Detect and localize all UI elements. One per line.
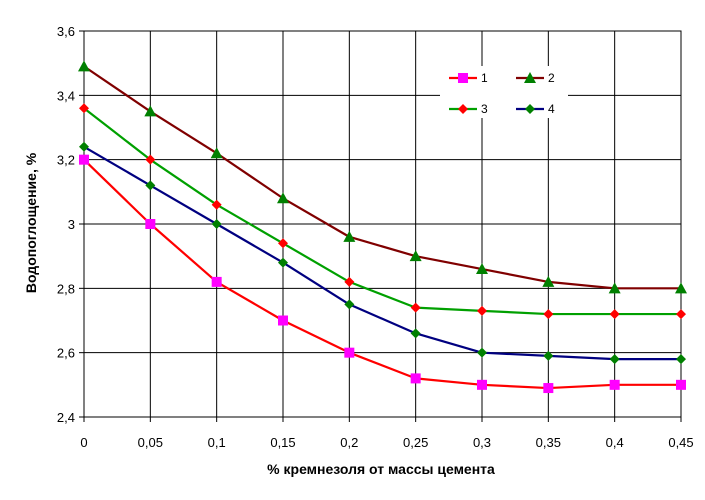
data-point xyxy=(278,315,288,326)
data-point xyxy=(543,309,554,320)
legend-swatch-marker xyxy=(458,104,468,114)
series-3 xyxy=(79,103,686,320)
y-tick-label: 2,8 xyxy=(57,281,75,296)
data-point xyxy=(609,309,620,320)
data-point xyxy=(145,219,156,229)
series-4 xyxy=(79,141,686,365)
data-point xyxy=(79,141,89,152)
legend-item: 2 xyxy=(516,71,555,85)
legend-label: 1 xyxy=(481,71,488,85)
data-point xyxy=(79,103,89,114)
data-point xyxy=(609,379,620,390)
x-tick-label: 0,1 xyxy=(208,435,226,450)
data-point xyxy=(676,309,686,320)
data-point xyxy=(477,305,487,316)
data-point xyxy=(344,299,355,310)
legend-swatch-marker xyxy=(524,72,536,83)
legend-label: 4 xyxy=(548,102,555,116)
data-point xyxy=(477,347,487,358)
data-point xyxy=(343,230,356,242)
y-axis-label: Водопоглощение, % xyxy=(23,152,39,293)
series-line xyxy=(83,107,681,316)
data-point xyxy=(211,219,222,229)
x-tick-label: 0,3 xyxy=(473,435,491,450)
data-point xyxy=(145,180,156,191)
data-point xyxy=(476,263,488,275)
legend-label: 3 xyxy=(481,102,488,116)
y-tick-label: 3,2 xyxy=(57,153,75,168)
x-tick-label: 0,15 xyxy=(270,435,295,450)
data-point xyxy=(676,354,686,365)
data-point xyxy=(543,383,554,394)
legend-label: 2 xyxy=(548,71,555,85)
y-tick-label: 2,6 xyxy=(57,346,75,361)
data-point xyxy=(278,257,288,268)
data-point xyxy=(277,192,289,204)
y-tick-label: 3,6 xyxy=(57,24,75,39)
x-tick-label: 0,45 xyxy=(668,435,693,450)
data-point xyxy=(278,238,288,249)
data-point xyxy=(211,276,222,287)
data-point xyxy=(675,282,687,294)
data-point xyxy=(608,282,621,294)
x-tick-label: 0 xyxy=(80,435,87,450)
data-point xyxy=(78,60,90,72)
data-point xyxy=(409,250,422,262)
series-1 xyxy=(79,154,686,394)
series-2 xyxy=(78,60,687,294)
data-point xyxy=(211,199,222,210)
x-tick-label: 0,35 xyxy=(536,435,561,450)
data-point xyxy=(79,154,89,165)
legend-item: 1 xyxy=(449,71,488,85)
data-point xyxy=(542,275,555,287)
x-axis-ticks: 0 0,05 0,1 0,15 0,2 0,25 0,3 0,35 0,4 0,45 xyxy=(80,417,694,450)
y-axis-ticks: 2,4 2,6 2,8 3 3,2 3,4 3,6 xyxy=(57,24,84,425)
legend-swatch-marker xyxy=(458,73,468,83)
y-tick-label: 3,4 xyxy=(57,88,75,103)
x-axis-label: % кремнезоля от массы цемента xyxy=(267,461,495,477)
series-layer xyxy=(78,60,687,394)
data-point xyxy=(344,347,355,358)
data-point xyxy=(210,147,223,159)
data-point xyxy=(410,302,421,313)
y-tick-label: 2,4 xyxy=(57,410,75,425)
y-tick-label: 3 xyxy=(68,217,75,232)
data-point xyxy=(410,373,421,384)
data-point xyxy=(344,276,355,287)
x-tick-label: 0,25 xyxy=(403,435,428,450)
legend: 1 2 3 4 xyxy=(440,66,568,118)
data-point xyxy=(609,354,620,365)
data-point xyxy=(410,328,421,339)
data-point xyxy=(676,379,686,390)
x-tick-label: 0,05 xyxy=(138,435,163,450)
data-point xyxy=(145,154,156,165)
legend-item: 3 xyxy=(449,102,488,116)
x-tick-label: 0,4 xyxy=(606,435,624,450)
data-point xyxy=(144,105,157,117)
series-line xyxy=(83,158,681,390)
data-point xyxy=(543,350,554,361)
series-line xyxy=(83,145,681,361)
data-point xyxy=(477,379,487,390)
legend-item: 4 xyxy=(516,102,555,116)
legend-swatch-marker xyxy=(525,104,535,114)
x-tick-label: 0,2 xyxy=(340,435,358,450)
grid xyxy=(83,30,682,418)
series-line xyxy=(83,65,681,290)
